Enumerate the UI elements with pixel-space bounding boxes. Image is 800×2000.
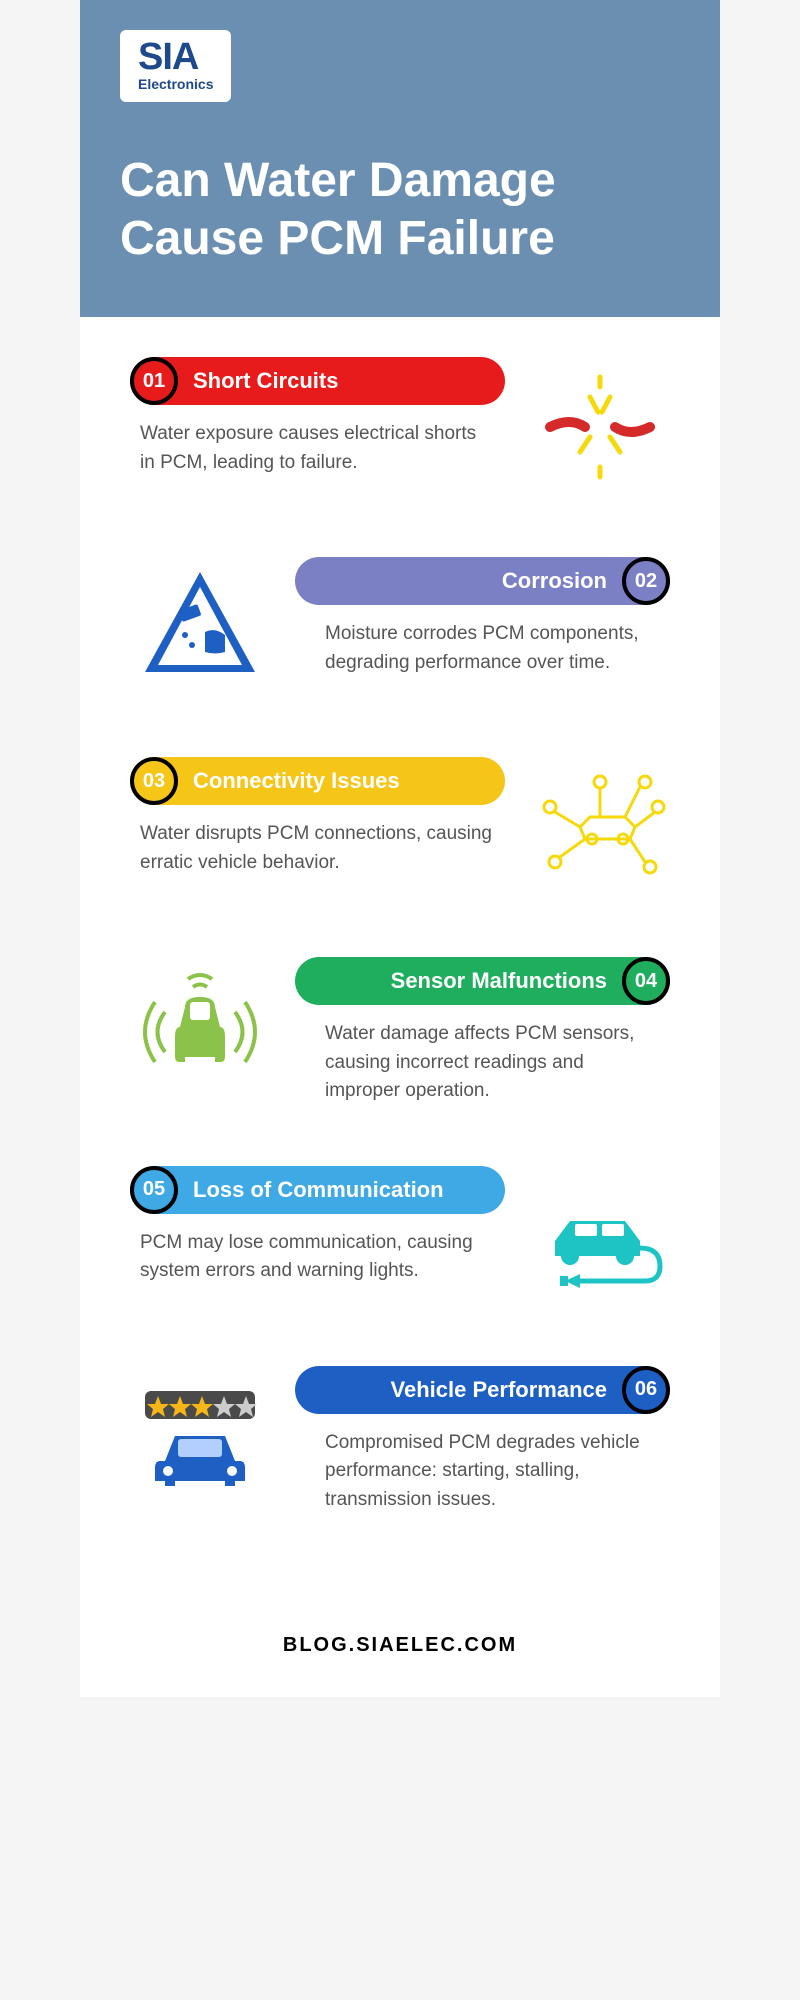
item-description: Water damage affects PCM sensors, causin… — [295, 1020, 670, 1106]
pill: Vehicle Performance 06 — [295, 1366, 670, 1414]
pill-label: Short Circuits — [193, 368, 338, 394]
header: SIA Electronics Can Water Damage Cause P… — [80, 0, 720, 317]
item-short-circuits: 01 Short Circuits Water exposure causes … — [130, 357, 670, 497]
pill-number: 02 — [622, 557, 670, 605]
pill-number: 06 — [622, 1366, 670, 1414]
pill-number: 04 — [622, 957, 670, 1005]
pill-label: Vehicle Performance — [391, 1377, 607, 1403]
pill: 05 Loss of Communication — [130, 1166, 505, 1214]
item-description: Water disrupts PCM connections, causing … — [130, 820, 505, 877]
item-sensor: Sensor Malfunctions 04 Water damage affe… — [130, 957, 670, 1106]
pill-label: Sensor Malfunctions — [391, 968, 607, 994]
pill-number: 01 — [130, 357, 178, 405]
item-corrosion: Corrosion 02 Moisture corrodes PCM compo… — [130, 557, 670, 697]
communication-icon — [530, 1166, 670, 1306]
pill: 01 Short Circuits — [130, 357, 505, 405]
pill-label: Connectivity Issues — [193, 768, 400, 794]
pill: 03 Connectivity Issues — [130, 757, 505, 805]
connectivity-icon — [530, 757, 670, 897]
pill: Corrosion 02 — [295, 557, 670, 605]
item-performance: Vehicle Performance 06 Compromised PCM d… — [130, 1366, 670, 1515]
content: 01 Short Circuits Water exposure causes … — [80, 317, 720, 1604]
footer-url: BLOG.SIAELEC.COM — [80, 1604, 720, 1697]
item-communication: 05 Loss of Communication PCM may lose co… — [130, 1166, 670, 1306]
item-description: Moisture corrodes PCM components, degrad… — [295, 620, 670, 677]
logo-main: SIA — [138, 40, 213, 74]
corrosion-icon — [130, 557, 270, 697]
performance-icon — [130, 1366, 270, 1506]
pill: Sensor Malfunctions 04 — [295, 957, 670, 1005]
sensor-icon — [130, 957, 270, 1097]
pill-number: 03 — [130, 757, 178, 805]
short-circuit-icon — [530, 357, 670, 497]
item-description: Compromised PCM degrades vehicle perform… — [295, 1429, 670, 1515]
logo-sub: Electronics — [138, 76, 213, 92]
pill-label: Loss of Communication — [193, 1177, 444, 1203]
pill-number: 05 — [130, 1166, 178, 1214]
item-description: Water exposure causes electrical shorts … — [130, 420, 505, 477]
logo: SIA Electronics — [120, 30, 231, 102]
item-description: PCM may lose communication, causing syst… — [130, 1229, 505, 1286]
page-title: Can Water Damage Cause PCM Failure — [120, 152, 680, 267]
pill-label: Corrosion — [502, 568, 607, 594]
item-connectivity: 03 Connectivity Issues Water disrupts PC… — [130, 757, 670, 897]
